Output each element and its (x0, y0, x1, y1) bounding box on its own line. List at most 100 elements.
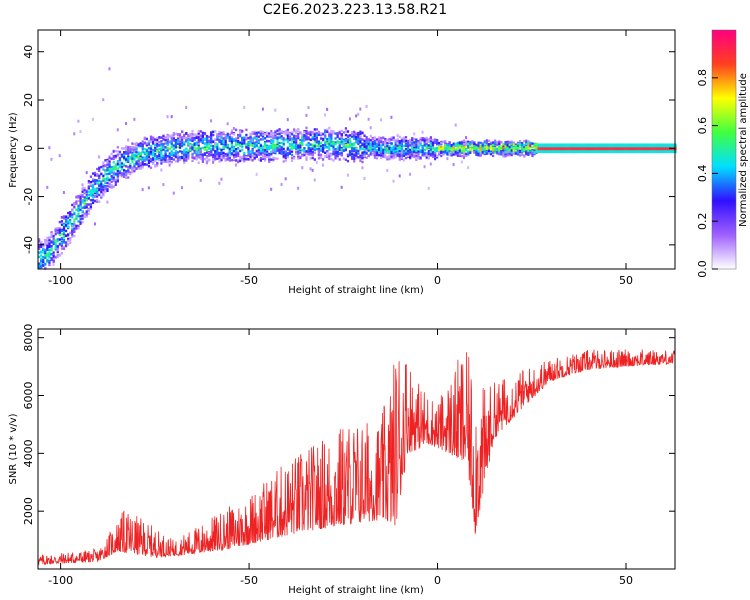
spectrogram-cell (108, 160, 111, 163)
spectrogram-cell (620, 150, 623, 154)
spectrogram-cell (603, 143, 607, 146)
spectrogram-cell (655, 143, 658, 146)
spectrogram-cell (40, 254, 43, 257)
spectrogram-cell (203, 148, 207, 151)
spectrogram-cell (427, 138, 430, 142)
spectrogram-cell (174, 138, 178, 142)
spectrogram-cell (73, 234, 76, 238)
spectrogram-cell (523, 155, 526, 158)
spectrogram-cell (220, 139, 223, 143)
spectrogram-cell (164, 152, 167, 155)
spectrogram-cell (618, 144, 621, 148)
spectrogram-cell (332, 131, 335, 135)
spectrogram-cell (276, 145, 279, 148)
spectrogram-cell (274, 148, 277, 151)
spectrogram-cell (89, 175, 93, 178)
spectrogram-cell (266, 153, 269, 157)
spectrogram-cell (77, 215, 80, 218)
spectrogram-cell (131, 157, 134, 160)
spectrogram-noise-cell (125, 122, 128, 126)
spectrogram-cell (386, 149, 389, 153)
spectrogram-noise-cell (413, 132, 416, 136)
spectrogram-cell (614, 147, 617, 151)
spectrogram-cell (603, 149, 607, 152)
spectrogram-cell (369, 149, 372, 153)
spectrogram-cell (145, 163, 148, 166)
spectrogram-cell (477, 152, 480, 155)
spectrogram-cell (218, 134, 221, 137)
spectrogram-cell (79, 198, 82, 201)
spectrogram-cell (129, 165, 132, 168)
spectrogram-cell (431, 141, 435, 144)
spectrogram-cell (664, 144, 667, 148)
spectrogram-noise-cell (340, 185, 343, 189)
spectrogram-cell (120, 164, 124, 167)
spectrogram-cell (60, 252, 64, 255)
spectrogram-cell (249, 157, 252, 160)
spectrogram-cell (83, 191, 86, 194)
spectrogram-cell (471, 144, 474, 147)
spectrogram-cell (572, 150, 576, 154)
spectrogram-cell (91, 172, 95, 175)
spectrogram-cell (297, 150, 300, 154)
spectrogram-cell (614, 150, 617, 154)
spectrogram-y-tick-label: -40 (22, 236, 35, 254)
spectrogram-cell (38, 265, 41, 268)
spectrogram-cell (313, 145, 316, 148)
spectrogram-cell (436, 139, 439, 143)
spectrogram-cell (50, 241, 53, 244)
spectrogram-cell (183, 154, 186, 158)
spectrogram-cell (83, 215, 86, 218)
spectrogram-cell (60, 237, 64, 240)
spectrogram-cell (543, 143, 547, 146)
spectrogram-cell (174, 160, 178, 163)
spectrogram-cell (574, 143, 578, 146)
spectrogram-cell (357, 142, 360, 146)
spectrogram-cell (166, 136, 169, 140)
spectrogram-cell (454, 144, 457, 148)
spectrogram-cell (583, 150, 586, 154)
spectrogram-cell (587, 146, 590, 149)
spectrogram-cell (336, 154, 339, 157)
spectrogram-cell (210, 151, 213, 154)
spectrogram-cell (44, 256, 47, 259)
spectrogram-cell (156, 144, 159, 148)
spectrogram-cell (89, 193, 93, 197)
spectrogram-cell (139, 155, 142, 158)
spectrogram-cell (624, 143, 627, 146)
spectrogram-cell (612, 146, 615, 149)
spectrogram-cell (60, 247, 64, 250)
spectrogram-cell (616, 149, 619, 152)
spectrogram-cell (386, 138, 389, 141)
spectrogram-cell (145, 156, 148, 160)
spectrogram-cell (404, 153, 408, 156)
spectrogram-cell (255, 143, 258, 146)
spectrogram-cell (297, 152, 300, 155)
spectrogram-cell (118, 170, 122, 173)
spectrogram-cell (653, 147, 656, 151)
spectrogram-cell (583, 147, 586, 151)
spectrogram-cell (83, 196, 86, 199)
spectrogram-cell (661, 150, 665, 154)
spectrogram-cell (67, 222, 70, 225)
spectrogram-cell (311, 131, 314, 134)
spectrogram-cell (496, 143, 499, 146)
spectrogram-cell (313, 143, 316, 147)
spectrogram-cell (473, 145, 476, 148)
spectrogram-cell (81, 217, 84, 220)
spectrogram-cell (400, 147, 403, 151)
spectrogram-cell (154, 154, 157, 158)
spectrogram-cell (317, 140, 321, 144)
spectrogram-cell (205, 151, 209, 154)
spectrogram-cell (616, 144, 619, 148)
spectrogram-cell (247, 146, 250, 150)
spectrogram-cell (558, 146, 561, 149)
spectrogram-cell (96, 189, 99, 193)
spectrogram-cell (394, 149, 397, 153)
spectrogram-cell (210, 148, 213, 151)
spectrogram-cell (462, 141, 466, 144)
spectrogram-cell (122, 163, 126, 166)
spectrogram-cell (622, 143, 625, 146)
spectrogram-cell (309, 153, 312, 157)
spectrogram-cell (369, 139, 372, 142)
